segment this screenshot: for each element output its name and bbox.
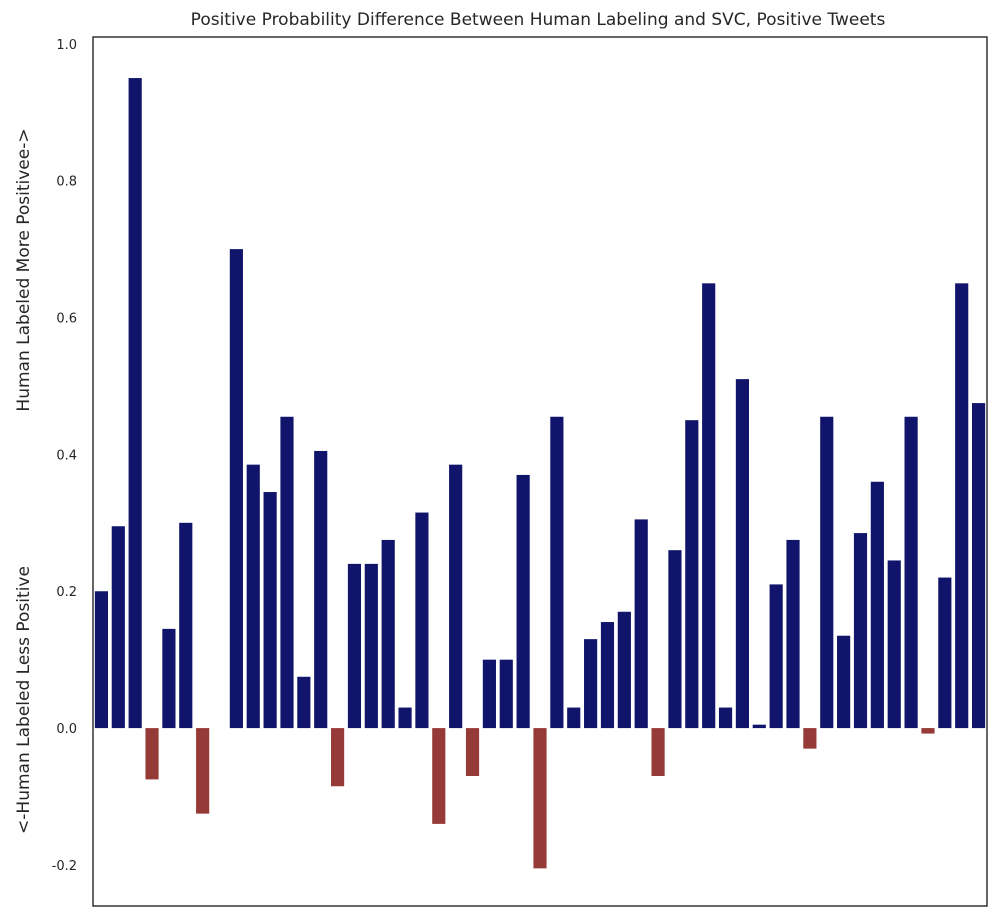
bar [870,481,884,729]
bar [887,560,901,729]
y-tick-label: 0.6 [56,312,77,327]
bar [584,639,598,729]
chart-title: Positive Probability Difference Between … [191,10,886,30]
bar [314,450,328,729]
bar [600,622,615,729]
bar [196,728,210,814]
plot-area [94,78,986,869]
bar [550,416,564,729]
bar [921,728,935,734]
bar [432,728,446,824]
bar [803,728,817,749]
bar [853,533,868,729]
bar [482,659,496,729]
bar [837,635,851,729]
y-axis-label-lower: <-Human Labeled Less Positive [14,566,34,834]
bar [820,416,834,729]
bar [179,522,193,729]
y-tick-label: 0.0 [56,722,77,737]
bar [786,539,800,729]
y-tick-label: 0.2 [56,585,77,600]
bar [246,464,260,729]
bar [904,416,918,729]
bar [449,464,463,729]
bar [415,512,429,729]
y-tick-label: 0.8 [56,175,77,190]
bar [718,707,733,729]
bar [263,492,277,729]
y-axis-label-upper: Human Labeled More Positivee-> [14,128,34,411]
bar [381,539,395,729]
bar [617,611,631,729]
bar [398,707,412,729]
bar [769,584,783,729]
bar [651,728,665,776]
bar [971,403,986,729]
plot-frame [92,36,988,907]
bar [145,728,159,780]
bar [499,659,513,729]
bar [162,628,176,729]
bar [533,728,547,869]
y-tick-label: -0.2 [52,859,77,874]
bar [280,416,294,729]
bar [567,707,581,729]
bar [685,420,699,729]
bar [111,526,125,729]
bar [297,676,311,729]
bar [516,474,530,729]
bar [702,283,716,729]
bar [331,728,345,787]
bar [128,78,142,729]
bar [735,379,749,729]
bar [955,283,969,729]
bar [465,728,480,776]
bar [938,577,952,729]
bar [347,563,362,729]
bar [752,724,766,729]
bar [634,519,648,729]
bar [94,591,109,729]
y-tick-label: 1.0 [56,38,77,53]
y-axis-ticks: -0.2 0.0 0.2 0.4 0.6 0.8 1.0 [52,38,77,874]
bar [229,249,243,729]
bar [364,563,378,729]
bar [668,550,682,729]
y-tick-label: 0.4 [56,448,77,463]
